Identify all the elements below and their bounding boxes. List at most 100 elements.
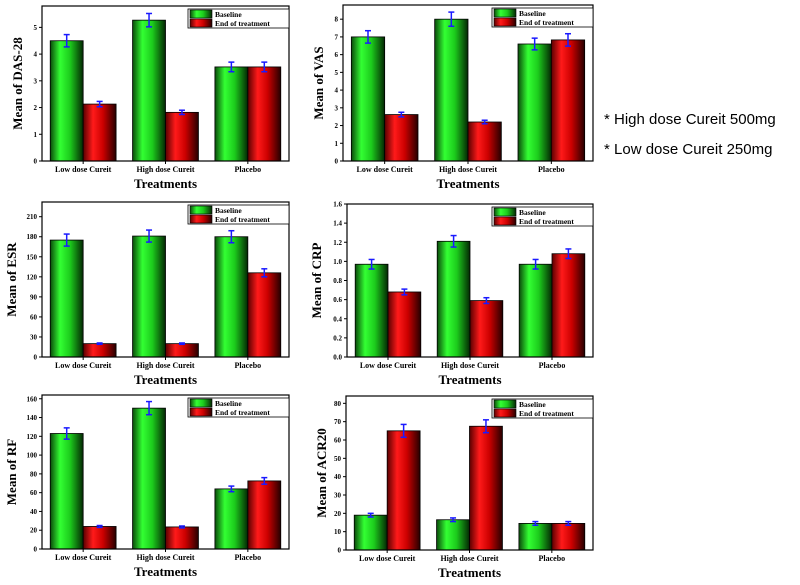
y-tick-label: 1.2: [333, 239, 342, 247]
error-bar: [368, 258, 375, 270]
error-bar: [178, 342, 185, 346]
legend-swatch: [493, 8, 517, 18]
bar-baseline: [354, 263, 389, 358]
y-tick-label: 60: [30, 313, 38, 321]
error-bar: [146, 12, 153, 28]
y-tick-label: 70: [334, 418, 342, 426]
legend-label: End of treatment: [519, 18, 574, 27]
y-tick-label: 60: [30, 489, 38, 497]
y-tick-label: 0.2: [333, 334, 342, 342]
error-bar: [63, 33, 70, 48]
error-bar: [261, 476, 268, 485]
x-tick-label: Placebo: [538, 554, 565, 563]
x-axis-title: Treatments: [436, 176, 499, 191]
x-tick-label: Low dose Cureit: [357, 165, 414, 174]
x-tick-label: Low dose Cureit: [360, 361, 417, 370]
x-axis-title: Treatments: [134, 564, 197, 579]
y-tick-label: 1.0: [333, 258, 342, 266]
bar-baseline: [132, 235, 166, 358]
error-bar: [531, 37, 538, 51]
y-axis-title: Mean of ESR: [4, 242, 19, 317]
legend-swatch: [189, 205, 213, 215]
legend-label: Baseline: [519, 400, 546, 409]
y-tick-label: 40: [30, 508, 38, 516]
x-tick-label: High dose Cureit: [136, 165, 194, 174]
y-tick-label: 5: [335, 69, 339, 77]
legend-label: Baseline: [519, 208, 546, 217]
legend-label: Baseline: [215, 206, 242, 215]
bar-end-of-treatment: [82, 343, 117, 358]
x-tick-label: High dose Cureit: [441, 361, 499, 370]
y-tick-label: 0: [338, 547, 342, 555]
error-bar: [365, 29, 371, 44]
bar-end-of-treatment: [551, 523, 586, 551]
note-low-dose: * Low dose Cureit 250mg: [604, 141, 773, 158]
x-tick-label: High dose Cureit: [439, 165, 497, 174]
bar-end-of-treatment: [550, 39, 586, 162]
x-tick-label: Low dose Cureit: [55, 165, 112, 174]
y-tick-label: 90: [30, 293, 38, 301]
chart-das-28: 0 1 2 3 4 5 Low dose Cureit High dose Cureit Pla…: [10, 5, 290, 191]
bar-baseline: [353, 514, 388, 551]
error-bar: [401, 288, 408, 296]
y-tick-label: 60: [334, 437, 342, 445]
chart-esr: 0 30 60 90 120 150 180 210 Low dose Cureit High d…: [4, 201, 290, 387]
error-bar: [532, 258, 539, 270]
bar-end-of-treatment: [384, 114, 419, 162]
bar-baseline: [214, 236, 249, 358]
bar-baseline: [436, 240, 471, 358]
y-tick-label: 4: [34, 51, 38, 59]
y-tick-label: 2: [335, 122, 339, 130]
y-tick-label: 4: [335, 87, 339, 95]
bar-end-of-treatment: [165, 526, 199, 550]
bar-end-of-treatment: [387, 291, 422, 358]
legend-swatch: [493, 17, 517, 27]
chart-acr20: 0 10 20 30 40 50 60 70 80 Low dose Cureit High dos…: [314, 395, 594, 580]
y-tick-label: 120: [27, 273, 38, 281]
y-tick-label: 1: [34, 131, 38, 139]
y-tick-label: 40: [334, 473, 342, 481]
error-bar: [450, 234, 457, 248]
error-bar: [96, 524, 103, 529]
error-bar: [146, 229, 153, 243]
x-tick-label: High dose Cureit: [136, 553, 194, 562]
y-tick-label: 0: [335, 158, 339, 166]
error-bar: [532, 520, 539, 526]
y-tick-label: 2: [34, 104, 38, 112]
y-tick-label: 0: [34, 354, 38, 362]
legend-swatch: [189, 9, 213, 19]
bar-baseline: [517, 43, 552, 162]
legend-label: Baseline: [215, 10, 242, 19]
error-bar: [483, 296, 490, 305]
y-tick-label: 180: [27, 233, 38, 241]
x-tick-label: Placebo: [234, 361, 261, 370]
chart-vas: 0 1 2 3 4 5 6 7 8 Low dose Cureit High dose Cureit…: [311, 4, 594, 191]
bar-baseline: [518, 523, 553, 551]
y-tick-label: 80: [334, 400, 342, 408]
bar-baseline: [132, 407, 166, 550]
error-bar: [178, 109, 185, 116]
error-bar: [450, 517, 457, 523]
x-tick-label: Low dose Cureit: [359, 554, 416, 563]
bar-baseline: [49, 433, 84, 550]
error-bar: [565, 248, 572, 260]
error-bar: [96, 100, 103, 108]
error-bar: [63, 233, 70, 247]
bar-end-of-treatment: [469, 300, 504, 358]
y-tick-label: 210: [27, 213, 38, 221]
x-axis-title: Treatments: [134, 176, 197, 191]
y-tick-label: 0: [34, 546, 38, 554]
legend-swatch: [493, 207, 517, 217]
x-axis-title: Treatments: [438, 372, 501, 387]
error-bar: [261, 268, 268, 278]
legend-swatch: [189, 214, 213, 224]
error-bar: [146, 400, 153, 416]
error-bar: [448, 11, 455, 28]
legend-swatch: [189, 18, 213, 28]
legend-swatch: [493, 216, 517, 226]
x-tick-label: Placebo: [234, 165, 261, 174]
